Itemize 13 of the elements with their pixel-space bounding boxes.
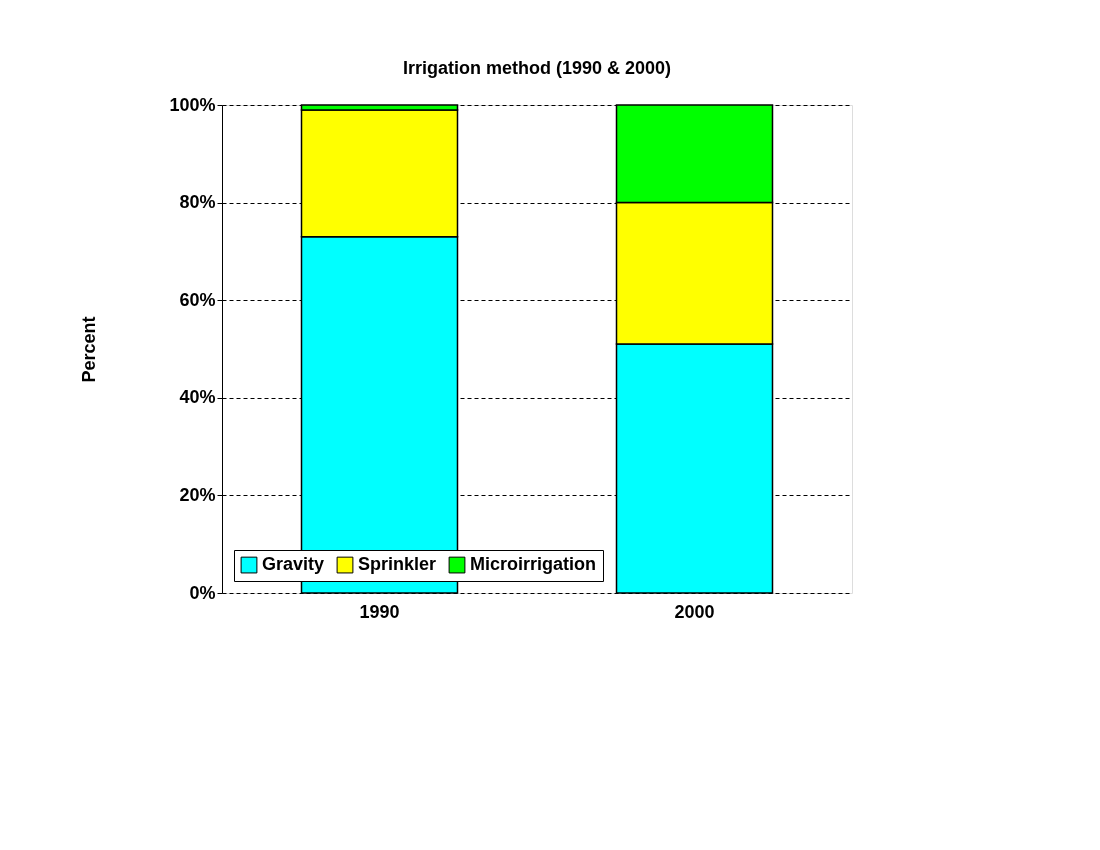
x-tick-label: 1990 xyxy=(359,601,400,622)
y-tick-label: 80% xyxy=(179,192,216,213)
legend-label: Gravity xyxy=(262,554,325,575)
y-tick-label: 20% xyxy=(179,484,216,505)
y-axis-title: Percent xyxy=(79,316,100,383)
y-tick-label: 60% xyxy=(179,289,216,310)
legend-label: Sprinkler xyxy=(358,554,437,575)
x-tick-label: 2000 xyxy=(674,601,715,622)
y-tick-label: 100% xyxy=(169,94,216,115)
y-tick-label: 0% xyxy=(189,582,216,603)
legend-label: Microirrigation xyxy=(470,554,597,575)
chart-title: Irrigation method (1990 & 2000) xyxy=(402,58,672,78)
y-tick-label: 40% xyxy=(179,387,216,408)
